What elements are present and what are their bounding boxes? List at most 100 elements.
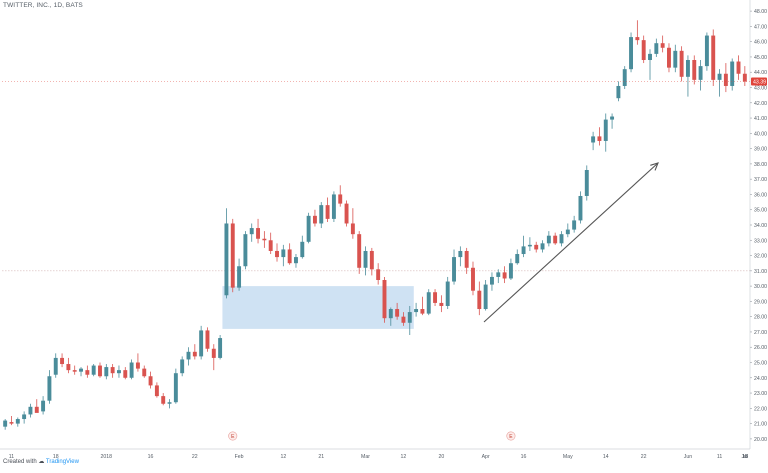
candle-body [230, 223, 235, 288]
candle-body [730, 61, 735, 86]
candle-body [477, 290, 482, 310]
candle [546, 231, 551, 247]
candle [173, 368, 178, 404]
candle-body [79, 368, 83, 372]
y-tick-label: 36.00 [754, 192, 767, 198]
candle [603, 113, 608, 152]
candle-body [192, 351, 197, 357]
brand-link[interactable]: TradingView [45, 459, 79, 465]
candle-body [629, 37, 634, 70]
x-tick-label: 16 [521, 454, 527, 460]
trend-arrow-head-icon [650, 162, 659, 171]
candle [363, 246, 368, 276]
x-tick-label: 21 [318, 454, 324, 460]
candle [723, 63, 728, 93]
candle-body [104, 367, 109, 377]
x-tick-label: 12 [280, 454, 286, 460]
candle-body [711, 35, 716, 80]
candle [426, 289, 431, 316]
candle-body [426, 292, 431, 314]
y-tick-label: 32.00 [754, 254, 767, 260]
candle [452, 249, 456, 285]
y-tick-label: 34.00 [754, 223, 767, 229]
candle-body [723, 73, 728, 86]
candle-body [135, 362, 140, 369]
candle [673, 44, 678, 73]
candle [47, 370, 52, 404]
candle [66, 357, 71, 374]
candle [104, 364, 109, 380]
candle-body [572, 220, 577, 230]
candle-body [704, 35, 709, 67]
candle [53, 353, 58, 378]
candle [344, 200, 349, 227]
candle [312, 209, 317, 227]
candle-body [186, 351, 191, 360]
y-tick-label: 28.00 [754, 315, 767, 321]
candle-body [167, 402, 172, 404]
candle-body [300, 241, 305, 258]
candle-body [199, 330, 204, 357]
y-tick-label: 33.00 [754, 238, 767, 244]
y-tick-label: 31.00 [754, 269, 767, 275]
candle-body [275, 250, 279, 258]
candle-body [306, 215, 311, 242]
candle-body [508, 263, 513, 279]
candle [9, 415, 14, 426]
y-tick-label: 38.00 [754, 162, 767, 168]
candle-body [565, 229, 570, 235]
x-tick-label: 20 [438, 454, 444, 460]
y-tick-label: 48.00 [754, 9, 767, 15]
candle-body [123, 370, 128, 378]
candle-body [211, 348, 216, 358]
candle-body [395, 309, 400, 317]
candle [249, 223, 254, 242]
candle-body [218, 338, 223, 358]
candle-body [414, 309, 419, 313]
candle [338, 185, 343, 207]
candle-body [660, 43, 665, 48]
candle [382, 276, 387, 323]
candle-body [679, 50, 684, 77]
candle-body [357, 234, 362, 268]
x-tick-label: 12 [401, 454, 407, 460]
candle [660, 35, 665, 53]
candle [211, 344, 216, 371]
candle-body [262, 238, 267, 241]
candle [711, 29, 716, 86]
candle-body [287, 249, 292, 264]
candle [268, 232, 273, 255]
candle-body [540, 243, 545, 250]
candle [692, 55, 697, 85]
earnings-marker-label: E [509, 434, 513, 440]
candle [471, 261, 475, 296]
candle [483, 280, 488, 311]
candle-body [591, 136, 596, 143]
candle-body [129, 362, 134, 378]
candle [275, 243, 279, 262]
candle [477, 281, 482, 316]
candle [3, 419, 8, 430]
candle-body [610, 116, 615, 120]
y-tick-label: 35.00 [754, 208, 767, 214]
candle [22, 411, 27, 424]
candle-body [53, 357, 58, 375]
candle [553, 232, 558, 245]
candle [91, 364, 96, 377]
x-tick-label: 14 [603, 454, 609, 460]
y-tick-label: 44.00 [754, 70, 767, 76]
x-tick-label: 18 [742, 454, 748, 460]
candle [110, 364, 115, 378]
candle-body [3, 420, 8, 427]
candle [123, 367, 128, 380]
candle [294, 254, 298, 268]
candle-body [41, 400, 46, 412]
candle-body [401, 316, 406, 323]
candle-body [742, 73, 747, 82]
candle [464, 247, 469, 274]
candle-body [685, 60, 690, 77]
y-tick-label: 42.00 [754, 101, 767, 107]
candle [698, 60, 703, 91]
candle-body [294, 257, 298, 264]
